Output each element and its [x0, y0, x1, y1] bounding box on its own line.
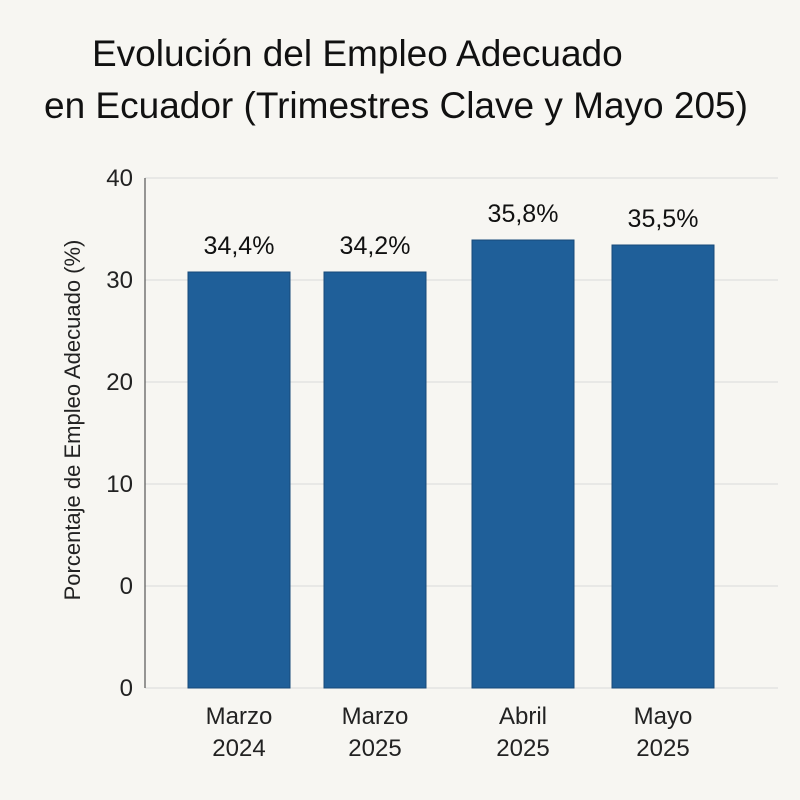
- y-tick-label: 40: [106, 165, 133, 192]
- x-tick-label: 2025: [496, 735, 549, 762]
- y-tick-label: 10: [106, 471, 133, 498]
- data-label: 35,5%: [628, 205, 699, 233]
- x-tick-label: Marzo: [342, 703, 409, 730]
- y-tick-label: 20: [106, 369, 133, 396]
- bar: [471, 239, 575, 689]
- y-axis-title: Porcentaje de Empleo Adecuado (%): [60, 240, 85, 601]
- data-label: 34,2%: [340, 232, 411, 260]
- x-tick-label: 2025: [348, 735, 401, 762]
- x-tick-label: Marzo: [206, 703, 273, 730]
- data-label: 35,8%: [488, 200, 559, 228]
- chart-title: Evolución del Empleo Adecuado en Ecuador…: [0, 28, 800, 132]
- y-tick-label: 30: [106, 267, 133, 294]
- bar: [187, 271, 291, 689]
- x-tick-label: 2025: [636, 735, 689, 762]
- x-tick-label: Mayo: [634, 703, 693, 730]
- x-tick-label: 2024: [212, 735, 265, 762]
- chart-title-line-1: Evolución del Empleo Adecuado: [92, 33, 623, 74]
- bar: [611, 244, 715, 689]
- x-tick-label: Abril: [499, 703, 547, 730]
- bar: [323, 271, 427, 689]
- y-tick-label: 0: [120, 675, 133, 702]
- data-label: 34,4%: [204, 232, 275, 260]
- chart-title-line-2: en Ecuador (Trimestres Clave y Mayo 205): [44, 85, 748, 126]
- y-tick-label: 0: [120, 573, 133, 600]
